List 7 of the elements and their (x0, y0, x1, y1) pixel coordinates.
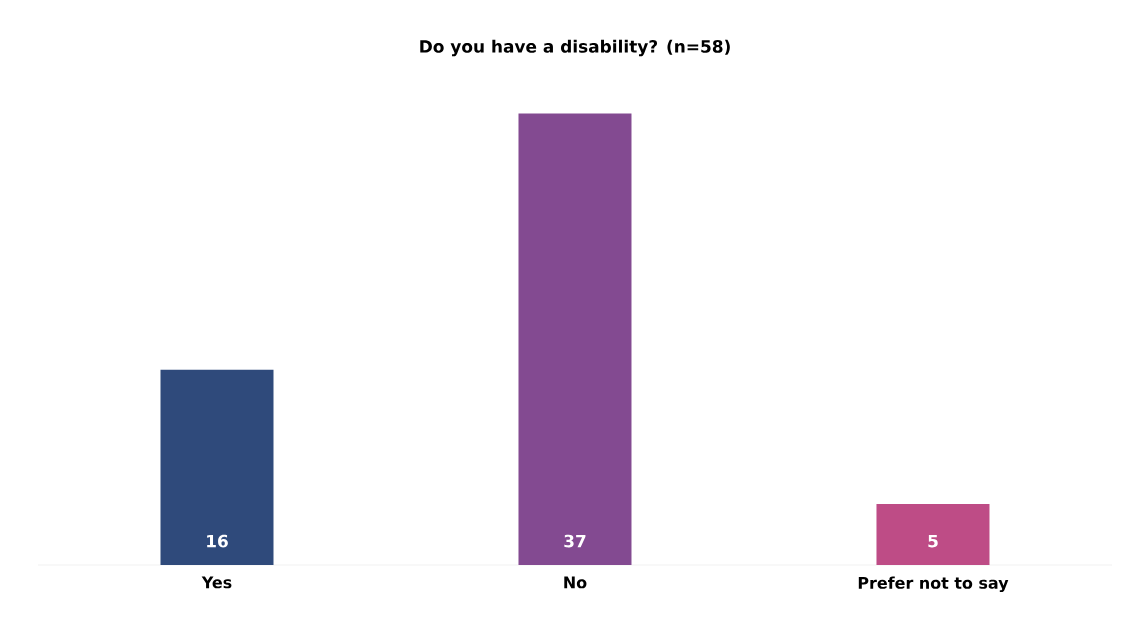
chart-title: Do you have a disability? (n=58) (420, 39, 730, 57)
x-tick-label: Prefer not to say (858, 576, 1009, 593)
x-tick-label: No (564, 576, 587, 589)
x-tick-label: Yes (201, 576, 232, 589)
data-label: 16 (207, 534, 228, 548)
data-label: 37 (564, 534, 586, 548)
data-label: 5 (928, 534, 938, 548)
